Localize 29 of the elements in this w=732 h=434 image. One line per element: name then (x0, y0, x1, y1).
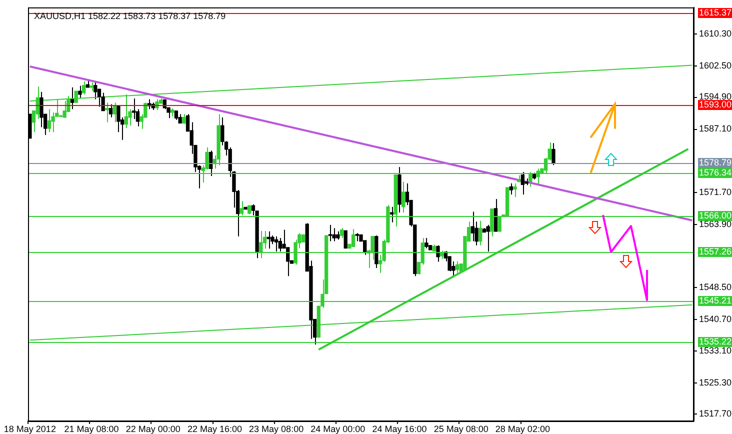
chart-title: XAUUSD,H1 1582.22 1583.73 1578.37 1578.79 (34, 10, 226, 21)
x-tick-label: 23 May 08:00 (249, 424, 304, 434)
y-tick-label: 1548.50 (699, 282, 732, 292)
y-tick-label: 1533.10 (699, 345, 732, 356)
x-tick-label: 18 May 2012 (4, 424, 56, 434)
y-tick-label: 1594.90 (699, 92, 732, 102)
y-tick-label: 1610.30 (699, 28, 732, 39)
ref-line-label: 1535.22 (699, 336, 732, 346)
ref-line-label: 1615.37 (699, 7, 732, 18)
y-tick-label: 1602.50 (699, 60, 732, 71)
ref-line-label: 1578.79 (699, 157, 732, 168)
ref-line-label: 1545.21 (699, 295, 732, 306)
y-tick-label: 1540.70 (699, 314, 732, 324)
x-tick-label: 22 May 00:00 (126, 424, 180, 434)
y-tick-label: 1587.10 (699, 124, 732, 134)
x-tick-label: 24 May 16:00 (372, 424, 427, 434)
ref-line-label: 1593.00 (699, 99, 732, 110)
ref-line-label: 1566.00 (699, 210, 732, 220)
x-tick-label: 24 May 00:00 (310, 424, 366, 434)
y-tick-label: 1525.30 (699, 377, 732, 388)
ref-line-label: 1557.26 (699, 246, 732, 256)
x-tick-label: 28 May 02:00 (495, 424, 550, 434)
y-tick-label: 1517.70 (699, 408, 732, 419)
y-tick-label: 1563.90 (699, 218, 732, 229)
ref-line-label: 1576.34 (699, 167, 732, 178)
x-tick-label: 25 May 08:00 (434, 424, 488, 434)
x-tick-label: 21 May 08:00 (64, 424, 119, 434)
x-tick-label: 22 May 16:00 (187, 424, 242, 434)
y-tick-label: 1571.70 (699, 186, 732, 197)
